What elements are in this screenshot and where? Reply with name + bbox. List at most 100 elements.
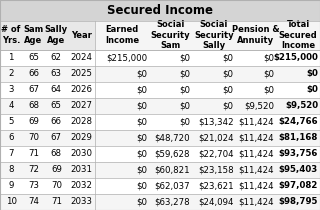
Text: $62,037: $62,037 — [155, 181, 190, 190]
Text: 2025: 2025 — [70, 69, 92, 78]
Text: 2031: 2031 — [70, 165, 92, 174]
Text: 7: 7 — [8, 149, 14, 158]
Text: $9,520: $9,520 — [244, 101, 274, 110]
Text: $98,795: $98,795 — [279, 197, 318, 206]
Text: 62: 62 — [51, 53, 62, 62]
Text: $0: $0 — [222, 69, 233, 78]
Text: $0: $0 — [136, 165, 147, 174]
Text: $11,424: $11,424 — [238, 117, 274, 126]
Text: 2028: 2028 — [70, 117, 92, 126]
Text: Earned
Income: Earned Income — [105, 25, 139, 45]
Text: $0: $0 — [136, 117, 147, 126]
Text: 64: 64 — [51, 85, 62, 94]
Text: $48,720: $48,720 — [155, 133, 190, 142]
Text: 68: 68 — [28, 101, 39, 110]
Text: 9: 9 — [9, 181, 14, 190]
Text: $0: $0 — [136, 197, 147, 206]
Text: 6: 6 — [8, 133, 14, 142]
Text: 67: 67 — [28, 85, 39, 94]
Bar — [0, 162, 320, 178]
Text: 2026: 2026 — [70, 85, 92, 94]
Text: $0: $0 — [222, 85, 233, 94]
Text: 4: 4 — [8, 101, 14, 110]
Text: $95,403: $95,403 — [279, 165, 318, 174]
Text: 66: 66 — [51, 117, 62, 126]
Bar — [0, 82, 320, 98]
Text: $22,704: $22,704 — [198, 149, 233, 158]
Text: 2024: 2024 — [70, 53, 92, 62]
Text: $24,766: $24,766 — [278, 117, 318, 126]
Text: Pension &
Annuity: Pension & Annuity — [232, 25, 279, 45]
Text: 1: 1 — [8, 53, 14, 62]
Text: Social
Security
Sally: Social Security Sally — [194, 20, 234, 50]
Text: 69: 69 — [51, 165, 62, 174]
Text: 74: 74 — [28, 197, 39, 206]
Text: 2: 2 — [8, 69, 14, 78]
Text: $0: $0 — [136, 149, 147, 158]
Text: 65: 65 — [51, 101, 62, 110]
Text: $0: $0 — [136, 181, 147, 190]
Text: Sam
Age: Sam Age — [23, 25, 44, 45]
Bar — [0, 194, 320, 210]
Text: 63: 63 — [51, 69, 62, 78]
Text: $11,424: $11,424 — [238, 165, 274, 174]
Text: $0: $0 — [179, 53, 190, 62]
Text: 65: 65 — [28, 53, 39, 62]
Text: Social
Security
Sam: Social Security Sam — [151, 20, 190, 50]
Text: 71: 71 — [51, 197, 62, 206]
Bar — [0, 0, 320, 21]
Text: # of
Yrs.: # of Yrs. — [2, 25, 21, 45]
Text: $59,628: $59,628 — [155, 149, 190, 158]
Text: 2030: 2030 — [70, 149, 92, 158]
Bar — [0, 50, 320, 66]
Text: $23,158: $23,158 — [198, 165, 233, 174]
Text: $0: $0 — [136, 133, 147, 142]
Text: $23,621: $23,621 — [198, 181, 233, 190]
Text: $0: $0 — [306, 85, 318, 94]
Text: $0: $0 — [179, 85, 190, 94]
Bar — [0, 98, 320, 114]
Text: 70: 70 — [51, 181, 62, 190]
Text: 8: 8 — [8, 165, 14, 174]
Text: $0: $0 — [263, 53, 274, 62]
Text: $215,000: $215,000 — [273, 53, 318, 62]
Text: $0: $0 — [263, 85, 274, 94]
Text: $97,082: $97,082 — [279, 181, 318, 190]
Text: $0: $0 — [222, 53, 233, 62]
Text: 2033: 2033 — [70, 197, 92, 206]
Text: Year: Year — [71, 31, 92, 39]
Text: $81,168: $81,168 — [279, 133, 318, 142]
Text: $9,520: $9,520 — [285, 101, 318, 110]
Text: Secured Income: Secured Income — [107, 4, 213, 17]
Text: 68: 68 — [51, 149, 62, 158]
Text: $24,094: $24,094 — [198, 197, 233, 206]
Text: $0: $0 — [179, 101, 190, 110]
Text: 67: 67 — [51, 133, 62, 142]
Bar — [0, 130, 320, 146]
Text: $11,424: $11,424 — [238, 133, 274, 142]
Text: $0: $0 — [179, 117, 190, 126]
Bar — [0, 114, 320, 130]
Text: 2027: 2027 — [70, 101, 92, 110]
Text: 2029: 2029 — [71, 133, 92, 142]
Bar — [0, 146, 320, 162]
Bar — [0, 178, 320, 194]
Bar — [0, 66, 320, 82]
Text: 2032: 2032 — [70, 181, 92, 190]
Text: $0: $0 — [263, 69, 274, 78]
Text: $93,756: $93,756 — [279, 149, 318, 158]
Text: $11,424: $11,424 — [238, 197, 274, 206]
Text: $0: $0 — [136, 101, 147, 110]
Text: 66: 66 — [28, 69, 39, 78]
Text: $0: $0 — [136, 85, 147, 94]
Text: 72: 72 — [28, 165, 39, 174]
Text: 5: 5 — [8, 117, 14, 126]
Text: 71: 71 — [28, 149, 39, 158]
Text: $63,278: $63,278 — [155, 197, 190, 206]
Text: $21,024: $21,024 — [198, 133, 233, 142]
Text: Sally
Age: Sally Age — [45, 25, 68, 45]
Text: $0: $0 — [306, 69, 318, 78]
Text: $60,821: $60,821 — [155, 165, 190, 174]
Text: 10: 10 — [6, 197, 17, 206]
Text: $0: $0 — [136, 69, 147, 78]
